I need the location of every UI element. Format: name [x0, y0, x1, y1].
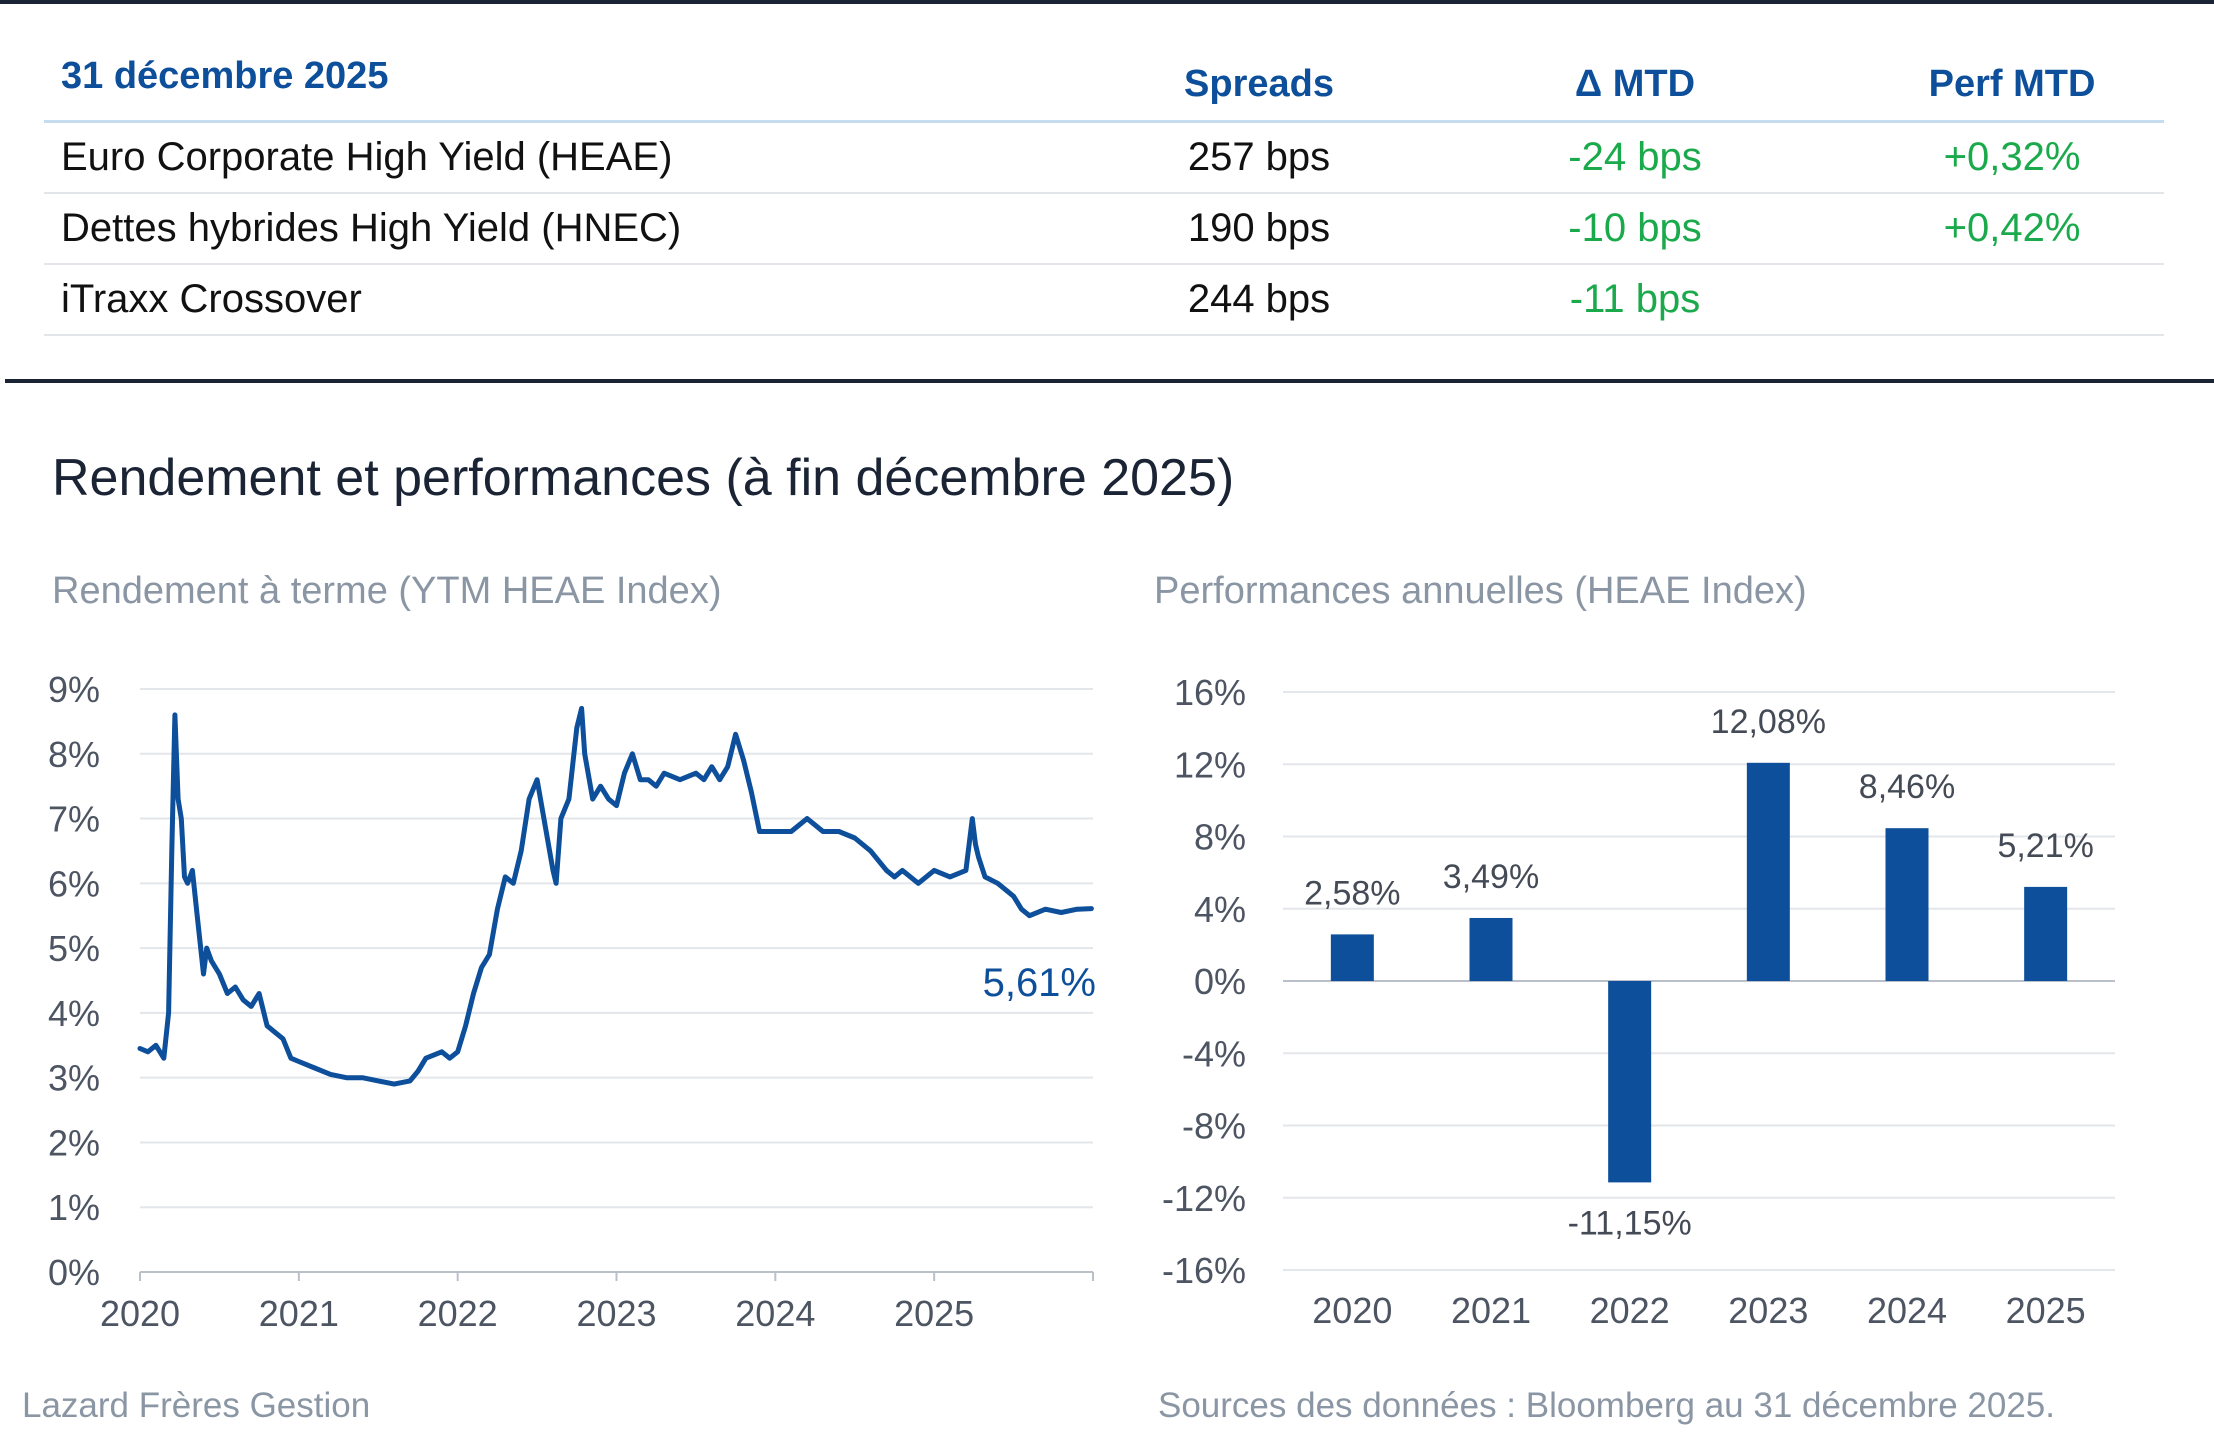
bar-value-label: -11,15% [1568, 1204, 1692, 1242]
y-tick-label: 0% [1194, 961, 1246, 1002]
line-chart-title: Rendement à terme (YTM HEAE Index) [52, 570, 722, 612]
y-tick-label: 3% [48, 1058, 100, 1099]
perf-mtd-column-header: Perf MTD [1928, 63, 2096, 105]
row-delta-mtd: -24 bps [1568, 135, 1702, 179]
y-tick-label: 1% [48, 1187, 100, 1228]
annual-performance-bar-chart: 16% 12% 8% 4% 0% -4% -8% -12% -16% 2,58% 2020 3,49%… [1162, 672, 2115, 1331]
y-tick-label: 8% [48, 734, 100, 775]
x-tick-label: 2025 [894, 1293, 974, 1334]
x-tick-label: 2020 [100, 1293, 180, 1334]
ytm-line-chart: 0% 1% 2% 3% 4% 5% 6% 7% 8% 9% 2020 2021 2022 2023 2024… [48, 669, 1096, 1334]
y-tick-label: 0% [48, 1252, 100, 1293]
section-divider [5, 379, 2214, 383]
x-tick-label: 2020 [1312, 1290, 1392, 1331]
row-delta-mtd: -11 bps [1569, 277, 1701, 321]
y-tick-label: 6% [48, 863, 100, 904]
table-row: iTraxx Crossover 244 bps -11 bps [44, 265, 2164, 336]
row-perf-mtd: +0,32% [1943, 135, 2081, 179]
bar-2021 [1469, 917, 1513, 981]
table-header-row: 31 décembre 2025 Spreads Δ MTD Perf MTD [44, 50, 2164, 123]
y-tick-label: 4% [1194, 889, 1246, 930]
spreads-column-header: Spreads [1184, 63, 1334, 105]
bar-2023 [1746, 762, 1790, 981]
x-tick-label: 2023 [1728, 1290, 1808, 1331]
bar-2024 [1885, 828, 1929, 981]
row-name: iTraxx Crossover [61, 277, 362, 321]
x-tick-label: 2021 [259, 1293, 339, 1334]
bar-2025 [2024, 886, 2068, 981]
y-tick-label: 7% [48, 799, 100, 840]
end-value-label: 5,61% [983, 961, 1096, 1005]
row-delta-mtd: -10 bps [1568, 206, 1702, 250]
y-tick-label: -4% [1182, 1033, 1246, 1074]
footer-source: Sources des données : Bloomberg au 31 dé… [1158, 1386, 2055, 1425]
spreads-table: 31 décembre 2025 Spreads Δ MTD Perf MTD … [44, 50, 2164, 336]
y-tick-label: 8% [1194, 817, 1246, 858]
row-spread: 244 bps [1187, 277, 1331, 321]
row-perf-mtd: +0,42% [1943, 206, 2081, 250]
x-tick-label: 2022 [1590, 1290, 1670, 1331]
bar-value-label: 12,08% [1711, 703, 1826, 741]
y-tick-label: 2% [48, 1122, 100, 1163]
y-tick-label: 4% [48, 993, 100, 1034]
y-tick-label: 12% [1174, 744, 1246, 785]
table-date-header: 31 décembre 2025 [61, 55, 389, 97]
row-spread: 257 bps [1187, 135, 1331, 179]
y-tick-label: -12% [1162, 1178, 1246, 1219]
x-tick-label: 2025 [2006, 1290, 2086, 1331]
bar-value-label: 2,58% [1304, 874, 1400, 912]
y-tick-label: -16% [1162, 1250, 1246, 1291]
bar-2022 [1608, 981, 1652, 1183]
y-tick-label: 16% [1174, 672, 1246, 713]
y-tick-label: 9% [48, 669, 100, 710]
bar-value-label: 3,49% [1443, 858, 1539, 896]
x-tick-label: 2024 [1867, 1290, 1947, 1331]
row-spread: 190 bps [1187, 206, 1331, 250]
y-tick-label: 5% [48, 928, 100, 969]
x-tick-label: 2024 [735, 1293, 815, 1334]
x-tick-label: 2022 [418, 1293, 498, 1334]
table-row: Euro Corporate High Yield (HEAE) 257 bps… [44, 123, 2164, 194]
bar-2020 [1330, 934, 1374, 981]
x-tick-label: 2021 [1451, 1290, 1531, 1331]
bar-value-label: 5,21% [1997, 827, 2093, 865]
ytm-series-line [137, 705, 1094, 1087]
row-name: Euro Corporate High Yield (HEAE) [61, 135, 673, 179]
footer-brand: Lazard Frères Gestion [22, 1386, 371, 1425]
top-divider [0, 0, 2214, 4]
section-title: Rendement et performances (à fin décembr… [52, 449, 1235, 507]
delta-mtd-column-header: Δ MTD [1574, 63, 1696, 105]
bar-chart-title: Performances annuelles (HEAE Index) [1154, 570, 1807, 612]
x-tick-label: 2023 [576, 1293, 656, 1334]
row-name: Dettes hybrides High Yield (HNEC) [61, 206, 682, 250]
y-tick-label: -8% [1182, 1106, 1246, 1147]
bar-value-label: 8,46% [1859, 768, 1955, 806]
table-row: Dettes hybrides High Yield (HNEC) 190 bp… [44, 194, 2164, 265]
